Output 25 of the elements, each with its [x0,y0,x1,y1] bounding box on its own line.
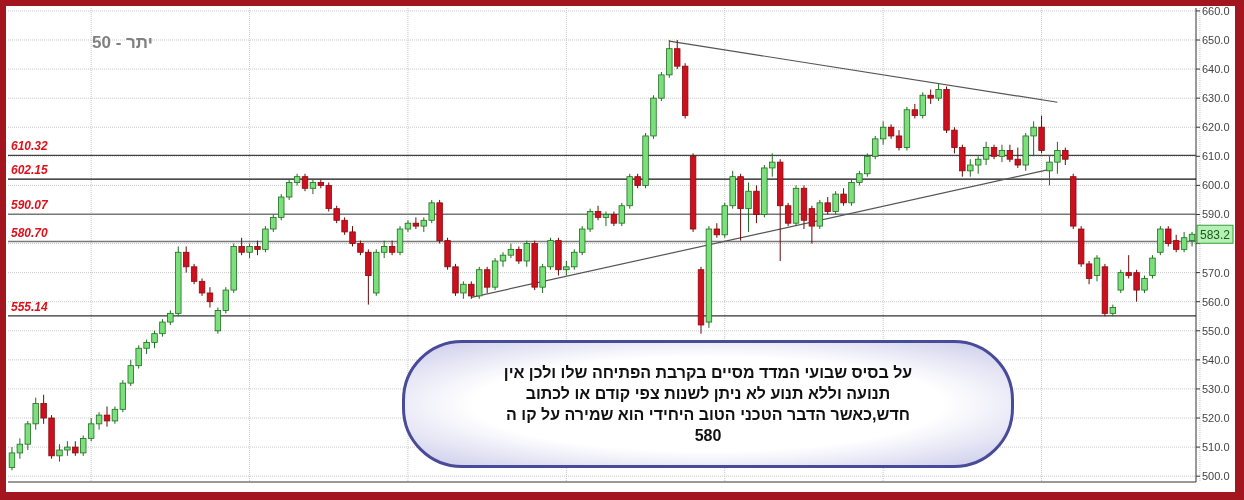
y-tick-label: 650.0 [1202,33,1230,46]
y-tick-label: 530.0 [1202,382,1230,395]
picture-callout-box: על בסיס שבועי המדד מסיים בקרבת הפתיחה שלו ולכן אין תנועה וללא תנוע לא ניתן לשנות צפי קודם או לכתוב חדש,כאשר הדבר הטכני הטוב היחידי הוא שמירה על קו ה 580 [402,340,1014,468]
y-tick-label: 550.0 [1202,324,1230,337]
y-tick-label: 510.0 [1202,441,1230,454]
text: יתר - 50 [92,33,153,52]
y-tick-label: 600.0 [1202,179,1230,192]
y-tick-label: 560.0 [1202,295,1230,308]
y-tick-label: 500.0 [1202,470,1230,483]
ref-line-label: 602.15 [11,163,49,178]
ref-line-label: 590.07 [11,198,50,213]
y-tick-label: 660.0 [1202,4,1230,17]
ref-line-label: 555.14 [11,299,49,314]
y-tick-label: 570.0 [1202,266,1230,279]
y-tick-label: 620.0 [1202,121,1230,134]
annotation: על בסיס שבועי המדד מסיים בקרבת הפתיחה שלו ולכן אין תנועה וללא תנוע לא ניתן לשנות צפי קודם או לכתוב חדש,כאשר הדבר הטכני הטוב היחידי הוא שמירה על קו ה 580 [503,363,913,446]
y-tick-label: 630.0 [1202,92,1230,105]
ref-line-label: 580.70 [11,225,49,240]
y-tick-label: 610.0 [1202,150,1230,163]
ref-line-label: 610.32 [11,139,49,154]
y-tick-label: 640.0 [1202,63,1230,76]
y-tick-label: 540.0 [1202,353,1230,366]
y-tick-label: 590.0 [1202,208,1230,221]
text: 583.2 [1200,228,1231,243]
y-tick-label: 520.0 [1202,412,1230,425]
